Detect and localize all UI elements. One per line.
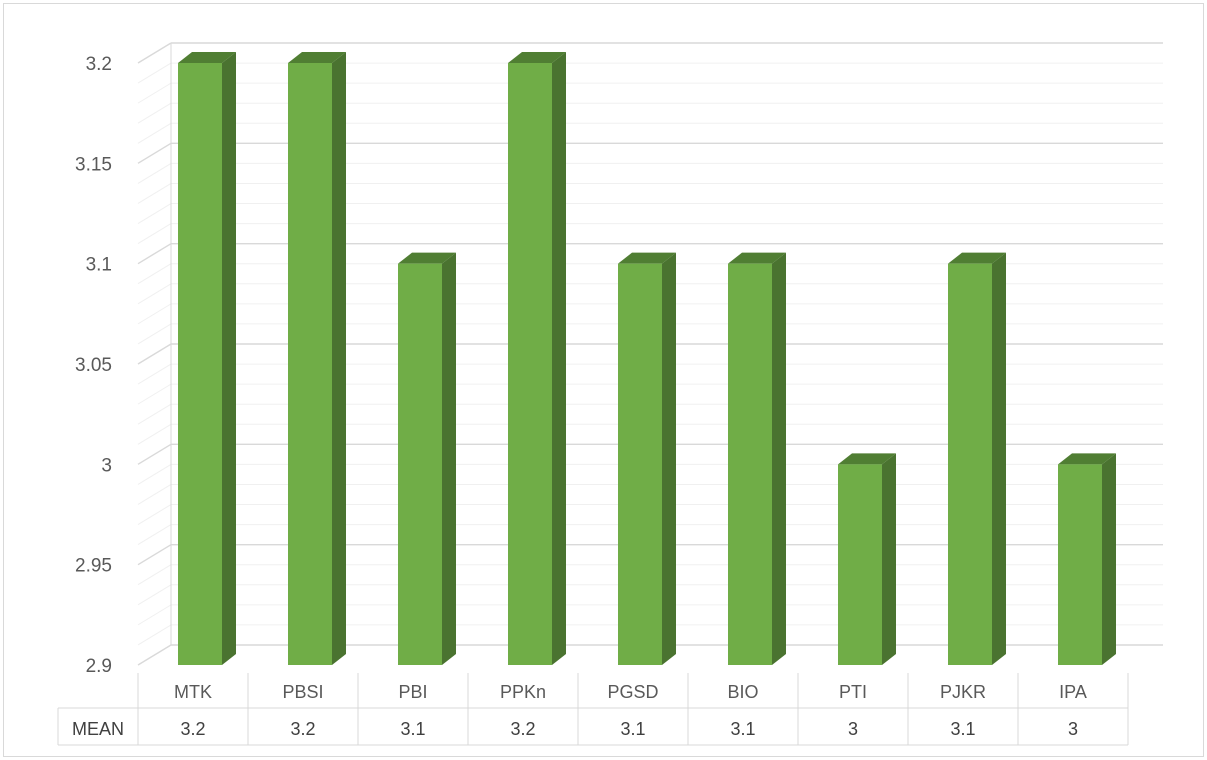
gridline-side <box>137 604 172 626</box>
category-label: PJKR <box>940 682 986 702</box>
gridline-side <box>137 584 172 606</box>
gridline-side <box>137 42 172 64</box>
bar-front-face <box>618 263 662 665</box>
gridline-side <box>137 102 172 124</box>
table-value: 3.1 <box>400 719 425 739</box>
y-tick-label: 2.95 <box>75 556 112 577</box>
bar-top-face <box>508 52 566 63</box>
bar-front-face <box>948 263 992 665</box>
bar-front-face <box>728 263 772 665</box>
bar-front-face <box>178 63 222 665</box>
bar-top-face <box>288 52 346 63</box>
bar-front-face <box>288 63 332 665</box>
bar-side-face <box>662 252 676 665</box>
data-table: MTK PBSI PBI PPKn PGSD BIO PTI PJKR IPA MEAN 3.2 3.… <box>57 673 1129 746</box>
bar-side-face <box>992 252 1006 665</box>
bar-top-face <box>948 252 1006 264</box>
category-label: PTI <box>839 682 867 702</box>
gridline-side <box>137 383 172 405</box>
category-label: MTK <box>174 682 212 702</box>
bar-side-face <box>442 252 456 665</box>
category-label: BIO <box>727 682 758 702</box>
bar-top-face <box>178 52 236 63</box>
bar-side-face <box>332 52 346 665</box>
table-value: 3.1 <box>620 719 645 739</box>
gridline-side <box>137 463 172 485</box>
gridline-side <box>137 243 172 265</box>
bar-ppkn <box>508 52 566 665</box>
bar-top-face <box>1058 453 1116 465</box>
category-label: IPA <box>1059 682 1087 702</box>
gridline-side <box>137 142 172 164</box>
y-tick-label: 2.9 <box>86 656 112 677</box>
y-tick-label: 3.1 <box>86 255 112 276</box>
table-value: 3 <box>1068 719 1078 739</box>
category-label: PBSI <box>282 682 323 702</box>
bar-mtk <box>178 52 236 665</box>
bar-front-face <box>398 263 442 665</box>
y-tick-label: 3.15 <box>75 154 112 175</box>
bar-pbi <box>398 252 456 665</box>
table-value: 3.1 <box>950 719 975 739</box>
gridline-side <box>137 122 172 144</box>
gridline-side <box>137 162 172 184</box>
gridline-side <box>137 183 172 204</box>
bar-pjkr <box>948 252 1006 665</box>
bar-ipa <box>1058 453 1116 665</box>
bar-top-face <box>838 453 896 465</box>
gridline-side <box>137 504 172 525</box>
table-value: 3 <box>848 719 858 739</box>
table-value: 3.2 <box>510 719 535 739</box>
bar-pgsd <box>618 252 676 665</box>
bar-side-face <box>772 252 786 665</box>
y-tick-label: 3.05 <box>75 355 112 376</box>
bar-side-face <box>882 453 896 665</box>
table-value: 3.2 <box>180 719 205 739</box>
bar-front-face <box>838 464 882 665</box>
bar-pbsi <box>288 52 346 665</box>
bar-side-face <box>552 52 566 665</box>
table-value: 3.2 <box>290 719 315 739</box>
gridline-side <box>137 423 172 445</box>
bars <box>178 52 1116 665</box>
gridline-side <box>137 223 172 245</box>
gridline-side <box>137 624 172 646</box>
bar-top-face <box>618 252 676 264</box>
bar-side-face <box>1102 453 1116 665</box>
gridline-side <box>137 82 172 104</box>
gridline-side <box>137 363 172 385</box>
bar-front-face <box>1058 464 1102 665</box>
bar-front-face <box>508 63 552 665</box>
bar-bio <box>728 252 786 665</box>
category-label: PPKn <box>500 682 546 702</box>
gridline-side <box>137 263 172 285</box>
y-axis-tick-labels: 2.9 2.95 3 3.05 3.1 3.15 3.2 <box>75 54 112 677</box>
table-value: 3.1 <box>730 719 755 739</box>
gridline-side <box>137 484 172 505</box>
y-tick-label: 3 <box>101 455 112 476</box>
gridline-side <box>137 283 172 305</box>
category-label: PBI <box>398 682 427 702</box>
gridline-side <box>137 62 172 84</box>
gridline-side <box>137 323 172 345</box>
bar-top-face <box>398 252 456 264</box>
bar-pti <box>838 453 896 665</box>
category-label: PGSD <box>607 682 658 702</box>
gridline-side <box>137 303 172 325</box>
gridline-side <box>137 524 172 546</box>
table-row-label: MEAN <box>72 719 124 739</box>
bar-top-face <box>728 252 786 264</box>
gridline-side <box>137 564 172 586</box>
gridline-side <box>137 644 172 666</box>
gridline-side <box>137 544 172 566</box>
gridline-side <box>137 343 172 365</box>
bar-side-face <box>222 52 236 665</box>
gridline-side <box>137 203 172 224</box>
y-tick-label: 3.2 <box>86 54 112 75</box>
gridline-side <box>137 443 172 465</box>
gridline-side <box>137 403 172 425</box>
